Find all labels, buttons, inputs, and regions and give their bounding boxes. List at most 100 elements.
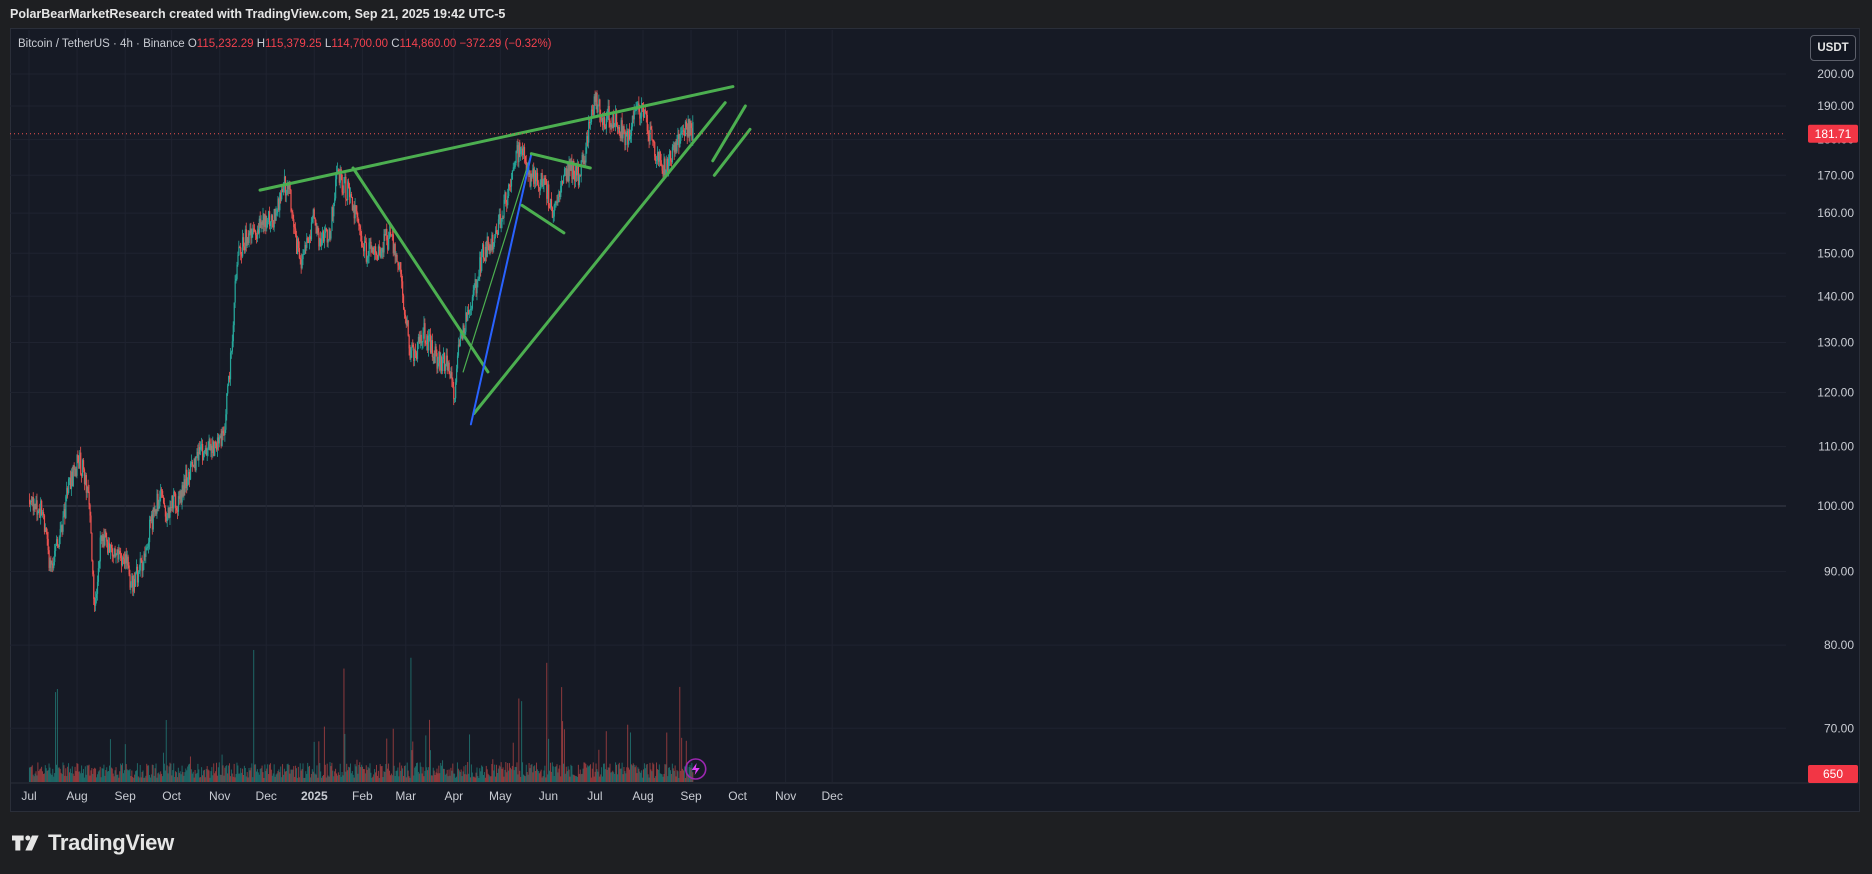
candle-body — [349, 186, 351, 198]
candle-body — [224, 429, 226, 435]
candle-body — [81, 474, 83, 477]
candle-body — [287, 183, 289, 189]
candle-body — [115, 553, 117, 557]
volume-bar — [584, 762, 586, 782]
volume-bar — [284, 771, 286, 782]
tradingview-logo[interactable]: TradingView — [12, 830, 174, 856]
candle-body — [89, 504, 91, 516]
candle-body — [170, 506, 172, 508]
candle-body — [322, 231, 325, 242]
candle-body — [147, 546, 149, 548]
volume-bar — [375, 772, 377, 782]
volume-bar — [465, 765, 467, 782]
volume-bar — [434, 775, 436, 782]
candle-body — [475, 279, 477, 294]
volume-bar — [640, 772, 642, 782]
volume-bar — [639, 771, 641, 782]
volume-bar — [445, 773, 447, 782]
volume-bar — [60, 772, 62, 782]
candle-body — [507, 196, 509, 206]
volume-bar — [667, 776, 669, 782]
volume-bar — [363, 769, 365, 782]
candle-body — [213, 441, 215, 456]
volume-bar — [417, 771, 419, 782]
candle-body — [644, 109, 647, 112]
candle-body — [203, 451, 206, 454]
candle-body — [536, 172, 539, 185]
chart-area[interactable] — [10, 28, 1860, 812]
candle-body — [621, 120, 623, 139]
candle-body — [110, 544, 113, 549]
volume-bar — [282, 764, 284, 782]
lightning-icon-bolt — [691, 763, 700, 775]
volume-bar — [184, 772, 186, 782]
candle-body — [176, 510, 179, 512]
volume-bar — [652, 762, 654, 782]
candle-body — [631, 115, 634, 127]
volume-bar — [631, 765, 633, 782]
candle-body — [65, 496, 67, 519]
volume-bar — [183, 775, 185, 782]
volume-bar — [309, 777, 311, 782]
candle-body — [681, 131, 683, 133]
volume-bar — [149, 777, 151, 782]
candle-body — [482, 244, 484, 251]
volume-bar — [345, 771, 347, 782]
candle-body — [189, 472, 191, 480]
volume-bar — [509, 763, 511, 782]
candle-body — [490, 244, 492, 250]
candle-body — [140, 558, 142, 561]
candle-body — [521, 148, 523, 151]
volume-bar — [614, 773, 616, 782]
candle-body — [594, 96, 596, 102]
candle-body — [57, 545, 60, 548]
candle-body — [376, 255, 379, 260]
volume-bar — [251, 763, 253, 782]
volume-bar — [433, 770, 435, 782]
candle-body — [184, 479, 186, 489]
volume-bar — [234, 777, 236, 782]
volume-bar — [662, 776, 664, 782]
volume-bar — [457, 768, 459, 782]
volume-bar — [189, 763, 191, 782]
candle-body — [508, 184, 510, 197]
candle-body — [667, 158, 669, 173]
volume-bar — [151, 764, 153, 782]
volume-bar — [126, 769, 128, 782]
candle-body — [615, 112, 617, 126]
candle-body — [683, 130, 686, 137]
volume-bar — [374, 769, 376, 782]
volume-bar — [161, 773, 163, 782]
volume-bar — [113, 776, 115, 782]
volume-bar — [274, 776, 276, 782]
candle-body — [332, 207, 334, 217]
candle-body — [264, 215, 266, 227]
volume-bar — [482, 774, 484, 782]
volume-bar — [423, 776, 425, 782]
candle-body — [627, 131, 629, 145]
candle-body — [108, 543, 110, 553]
candle-body — [476, 280, 478, 294]
volume-bar — [580, 774, 582, 782]
volume-bar — [164, 770, 166, 782]
volume-bar — [106, 767, 108, 782]
volume-bar — [312, 771, 314, 782]
volume-bar — [310, 773, 312, 782]
volume-bar — [197, 763, 199, 782]
candle-body — [315, 222, 317, 234]
volume-bar — [525, 764, 527, 782]
currency-button[interactable]: USDT — [1810, 35, 1856, 61]
volume-bar — [408, 776, 410, 782]
volume-bar — [590, 777, 592, 782]
candle-body — [403, 309, 406, 315]
candle-body — [277, 198, 279, 210]
volume-bar — [367, 766, 369, 782]
volume-bar — [685, 740, 687, 782]
candle-body — [161, 489, 163, 492]
candle-body — [443, 352, 446, 372]
candle-body — [523, 147, 526, 157]
candle-body — [354, 205, 356, 219]
candle-body — [587, 136, 589, 143]
candle-body — [50, 560, 52, 565]
